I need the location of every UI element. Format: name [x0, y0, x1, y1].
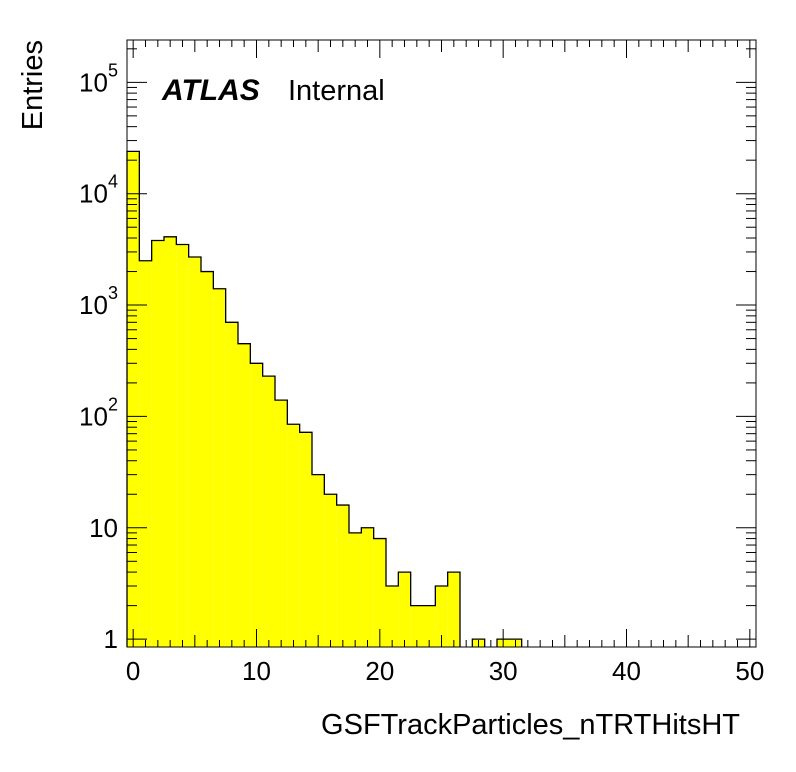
- y-axis-label: Entries: [17, 40, 49, 130]
- y-tick-label: 1: [104, 624, 118, 654]
- y-tick-exponent: 2: [108, 394, 118, 414]
- histogram-bar: [213, 288, 226, 647]
- histogram-bar: [151, 240, 164, 647]
- histogram-bar: [423, 605, 436, 647]
- histogram-bar: [410, 605, 423, 647]
- y-tick-label: 10: [79, 179, 108, 209]
- histogram-outline: [126, 150, 523, 647]
- histogram-bar: [275, 400, 288, 647]
- histogram-bar: [225, 322, 238, 647]
- y-tick-label: 10: [79, 67, 108, 97]
- histogram-bar: [435, 586, 448, 647]
- status-label: Internal: [288, 75, 385, 107]
- histogram-bars: [126, 150, 523, 648]
- histogram-bar: [324, 494, 337, 647]
- histogram-bar: [447, 572, 460, 647]
- histogram-bar: [312, 474, 325, 647]
- histogram-bar: [250, 363, 263, 647]
- x-tick-label: 30: [489, 656, 518, 686]
- histogram-bar: [262, 376, 275, 647]
- x-tick-label: 50: [735, 656, 764, 686]
- atlas-label: ATLAS: [161, 74, 260, 107]
- y-tick-label: 10: [89, 513, 118, 543]
- y-tick-label: 10: [79, 401, 108, 431]
- histogram-bar: [299, 432, 312, 647]
- x-tick-label: 20: [365, 656, 394, 686]
- histogram-bar: [188, 257, 201, 647]
- y-tick-label: 10: [79, 290, 108, 320]
- histogram-bar: [164, 236, 177, 648]
- x-axis-label: GSFTrackParticles_nTRTHitsHT: [321, 709, 740, 741]
- y-tick-exponent: 5: [108, 60, 118, 80]
- histogram-bar: [398, 572, 411, 647]
- histogram-bar: [139, 260, 152, 647]
- axis-ticks: [127, 40, 756, 647]
- x-tick-labels: 0 10 20 30 40 50: [126, 656, 764, 686]
- histogram-bar: [373, 538, 386, 647]
- histogram-bar: [287, 424, 300, 647]
- histogram-bar: [238, 343, 251, 647]
- y-tick-exponent: 4: [108, 172, 118, 192]
- histogram-bar: [349, 532, 362, 647]
- y-tick-exponent: 3: [108, 283, 118, 303]
- histogram-bar: [336, 505, 349, 647]
- x-tick-label: 10: [242, 656, 271, 686]
- histogram-bar: [361, 527, 374, 647]
- x-tick-label: 0: [126, 656, 140, 686]
- histogram-bar: [127, 151, 140, 647]
- x-tick-label: 40: [612, 656, 641, 686]
- histogram-bar: [386, 586, 399, 647]
- histogram-bar: [176, 244, 189, 647]
- histogram-bar: [201, 271, 214, 647]
